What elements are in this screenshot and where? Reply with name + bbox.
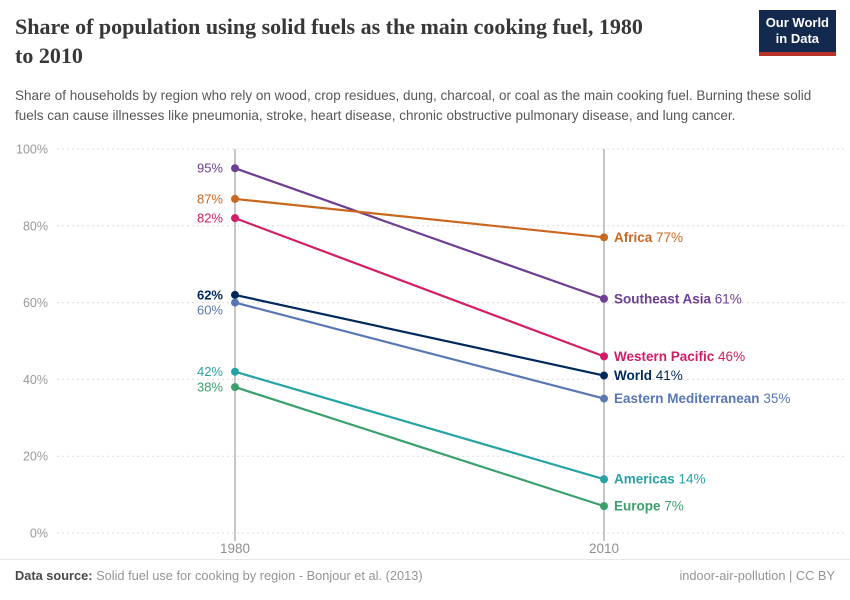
series-dot-end-africa[interactable] [600, 233, 608, 242]
chart-footer: Data source: Solid fuel use for cooking … [0, 568, 850, 583]
start-value-label-southeast-asia: 95% [197, 161, 223, 176]
series-line-world[interactable] [234, 293, 605, 377]
y-axis-tick-label: 20% [23, 450, 48, 464]
chart-subtitle: Share of households by region who rely o… [15, 88, 812, 123]
y-axis-tick-label: 40% [23, 373, 48, 387]
series-dot-start-southeast-asia[interactable] [231, 164, 239, 173]
start-value-label-world: 62% [197, 287, 223, 302]
series-line-africa[interactable] [234, 197, 605, 239]
start-value-label-eastern-mediterranean: 60% [197, 302, 223, 317]
license-note[interactable]: indoor-air-pollution | CC BY [679, 568, 835, 583]
series-line-western-pacific[interactable] [234, 217, 605, 358]
series-dot-end-eastern-mediterranean[interactable] [600, 394, 608, 403]
data-source: Data source: Solid fuel use for cooking … [15, 568, 423, 583]
owid-logo[interactable]: Our World in Data [758, 10, 836, 56]
series-line-southeast-asia[interactable] [234, 167, 605, 300]
series-dot-end-southeast-asia[interactable] [600, 294, 608, 303]
page-title-line1: Share of population using solid fuels as… [15, 14, 643, 39]
y-axis-tick-label: 80% [23, 219, 48, 233]
start-value-label-europe: 38% [197, 380, 223, 395]
end-label-europe: Europe 7% [614, 499, 684, 514]
end-label-eastern-mediterranean: Eastern Mediterranean 35% [614, 391, 790, 406]
page-title-line2: to 2010 [15, 43, 83, 69]
series-dot-end-europe[interactable] [600, 502, 608, 511]
owid-logo-line1: Our World [765, 15, 829, 30]
y-axis-tick-label: 0% [30, 527, 48, 541]
end-label-western-pacific: Western Pacific 46% [614, 349, 745, 364]
start-value-label-western-pacific: 82% [197, 211, 223, 226]
data-source-text: Solid fuel use for cooking by region - B… [92, 568, 423, 583]
series-dot-start-americas[interactable] [231, 367, 239, 376]
data-source-label: Data source: [15, 568, 93, 583]
series-dot-end-western-pacific[interactable] [600, 352, 608, 361]
series-line-eastern-mediterranean[interactable] [234, 301, 605, 400]
footer-divider [0, 559, 850, 560]
x-axis-tick-label: 1980 [220, 541, 250, 556]
owid-logo-line2: in Data [775, 31, 820, 47]
end-label-world: World 41% [614, 368, 683, 383]
x-axis-tick-label: 2010 [589, 541, 619, 556]
series-dot-start-eastern-mediterranean[interactable] [231, 298, 239, 307]
end-label-africa: Africa 77% [614, 230, 683, 245]
series-line-europe[interactable] [234, 386, 605, 508]
y-axis-tick-label: 60% [23, 296, 48, 310]
end-label-southeast-asia: Southeast Asia 61% [614, 291, 742, 306]
series-dot-end-world[interactable] [600, 371, 608, 380]
y-axis-tick-label: 100% [16, 143, 48, 157]
start-value-label-africa: 87% [197, 191, 223, 206]
series-dot-start-western-pacific[interactable] [231, 214, 239, 223]
series-dot-end-americas[interactable] [600, 475, 608, 484]
start-value-label-americas: 42% [197, 364, 223, 379]
end-label-americas: Americas 14% [614, 472, 706, 487]
series-dot-start-world[interactable] [231, 290, 239, 299]
page-title: Share of population using solid fuels as… [15, 12, 755, 70]
series-dot-start-africa[interactable] [231, 194, 239, 203]
series-line-americas[interactable] [234, 370, 605, 481]
series-dot-start-europe[interactable] [231, 383, 239, 392]
